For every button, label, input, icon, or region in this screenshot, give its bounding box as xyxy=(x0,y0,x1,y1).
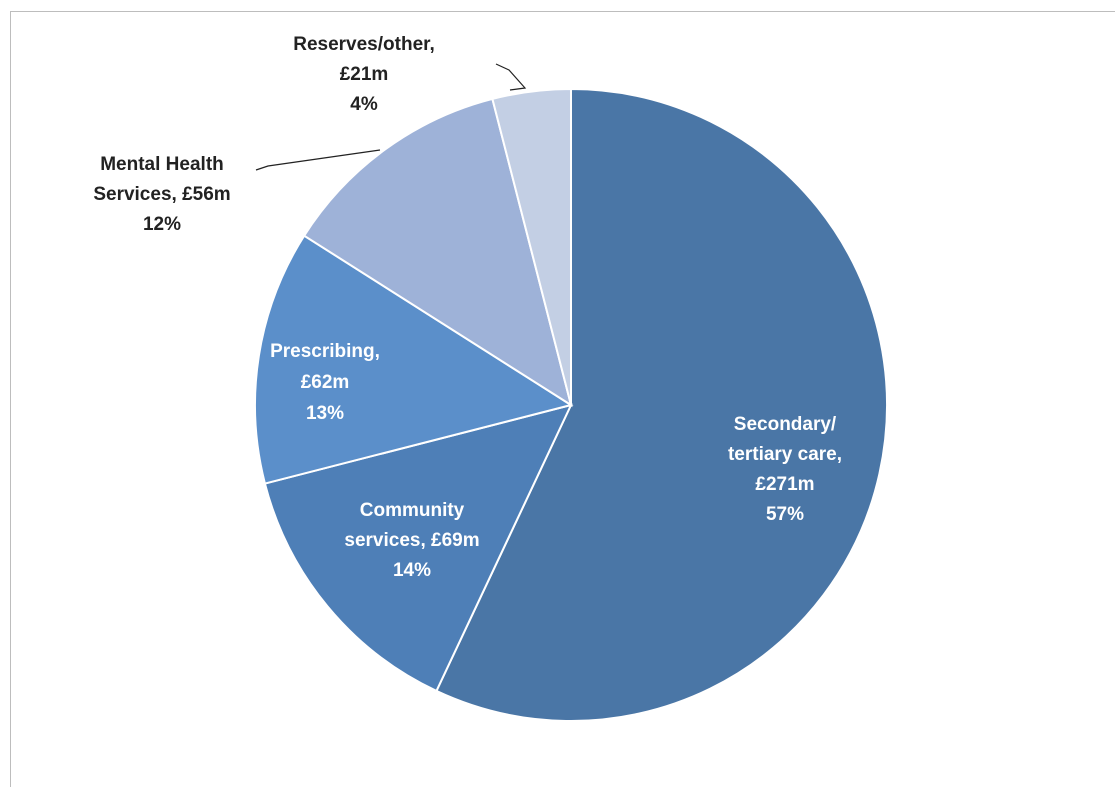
slice-label-line: Mental Health xyxy=(100,154,224,175)
slice-label-community-services: Community services, £69m 14% xyxy=(344,500,479,581)
slice-label-line: £21m xyxy=(340,64,389,85)
slice-label-line: Services, £56m xyxy=(93,184,230,205)
leader-line-mental-health-services xyxy=(255,149,381,171)
leader-line-reserves-other xyxy=(495,63,527,91)
slice-label-prescribing: Prescribing, £62m 13% xyxy=(270,341,380,424)
slice-label-line: services, £69m xyxy=(344,530,479,551)
slice-label-line: Prescribing, xyxy=(270,341,380,362)
pie-slice-secondary-tertiary-care xyxy=(435,87,888,722)
slice-label-line: Community xyxy=(360,500,465,521)
slice-labels: Secondary/tertiary care, £271m 57% Communit… xyxy=(93,34,842,581)
pie-slice-reserves-other xyxy=(491,87,572,406)
slice-label-line: 4% xyxy=(350,94,378,115)
pie-slice-community-services xyxy=(263,403,573,693)
slice-label-line: 14% xyxy=(393,560,431,581)
slice-label-line: Reserves/other, xyxy=(293,34,435,55)
slice-label-line: tertiary care, xyxy=(728,444,842,465)
pie-slices xyxy=(254,87,888,722)
slice-label-line: 57% xyxy=(766,504,804,525)
slice-label-line: £271m xyxy=(755,474,814,495)
slice-label-line: 12% xyxy=(143,214,181,235)
pie-slice-mental-health-services xyxy=(302,97,573,408)
slice-label-line: Secondary/ xyxy=(734,414,837,435)
slice-label-line: £62m xyxy=(301,372,350,393)
slice-label-reserves-other: Reserves/other, £21m 4% xyxy=(293,34,435,115)
slice-label-line: 13% xyxy=(306,403,344,424)
slice-label-secondary-tertiary-care: Secondary/tertiary care, £271m 57% xyxy=(728,414,842,525)
pie-slice-prescribing xyxy=(254,234,574,485)
leader-lines xyxy=(255,63,527,171)
slice-label-mental-health-services: Mental Health Services, £56m 12% xyxy=(93,154,230,235)
